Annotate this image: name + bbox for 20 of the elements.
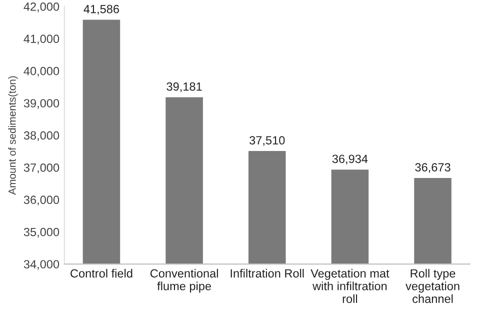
x-tick-label: Vegetation mat with infiltration roll bbox=[310, 268, 390, 304]
y-tick-label: 42,000 bbox=[24, 2, 60, 12]
y-tick-label: 35,000 bbox=[24, 228, 60, 238]
y-tick-label: 41,000 bbox=[24, 34, 60, 44]
y-tick-label: 38,000 bbox=[24, 131, 60, 142]
y-axis-title: Amount of sediments(ton) bbox=[8, 76, 18, 195]
data-label: 41,586 bbox=[84, 4, 119, 15]
data-label: 37,510 bbox=[250, 136, 285, 146]
data-label: 39,181 bbox=[166, 82, 202, 92]
data-label: 36,673 bbox=[415, 163, 450, 173]
y-tick-label: 34,000 bbox=[24, 260, 60, 270]
y-tick-label: 39,000 bbox=[24, 99, 60, 109]
data-label: 36,934 bbox=[332, 154, 368, 164]
x-tick-label: Control field bbox=[70, 268, 132, 278]
x-tick-label: Infiltration Roll bbox=[230, 268, 304, 278]
x-tick-label: Conventional flume pipe bbox=[150, 268, 218, 293]
x-tick-label: Roll type vegetation channel bbox=[406, 268, 460, 304]
y-tick-label: 40,000 bbox=[24, 66, 60, 77]
y-tick-label: 37,000 bbox=[24, 163, 60, 174]
y-tick-label: 36,000 bbox=[24, 196, 60, 206]
